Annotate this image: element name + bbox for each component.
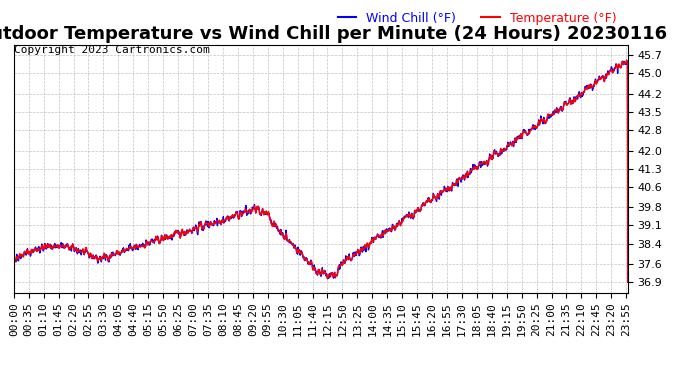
Legend: Wind Chill (°F), Temperature (°F): Wind Chill (°F), Temperature (°F) (333, 7, 622, 30)
Temperature (°F) (624, 280, 632, 284)
Wind Chill (°F) (624, 280, 632, 284)
Wind Chill (°F) (146, 242, 155, 246)
Temperature (°F) (551, 108, 559, 113)
Temperature (°F) (215, 220, 223, 225)
Wind Chill (°F) (497, 147, 505, 152)
Temperature (°F) (10, 280, 18, 284)
Temperature (°F) (146, 239, 155, 244)
Wind Chill (°F) (131, 245, 139, 250)
Line: Wind Chill (°F): Wind Chill (°F) (14, 60, 628, 282)
Temperature (°F) (131, 246, 139, 251)
Wind Chill (°F) (622, 58, 631, 62)
Wind Chill (°F) (10, 280, 18, 284)
Text: Copyright 2023 Cartronics.com: Copyright 2023 Cartronics.com (14, 45, 210, 55)
Line: Temperature (°F): Temperature (°F) (14, 60, 628, 282)
Temperature (°F) (497, 146, 505, 151)
Temperature (°F) (622, 58, 631, 63)
Wind Chill (°F) (551, 109, 559, 114)
Temperature (°F) (416, 208, 424, 212)
Title: Outdoor Temperature vs Wind Chill per Minute (24 Hours) 20230116: Outdoor Temperature vs Wind Chill per Mi… (0, 26, 667, 44)
Wind Chill (°F) (215, 221, 223, 225)
Wind Chill (°F) (416, 208, 424, 212)
